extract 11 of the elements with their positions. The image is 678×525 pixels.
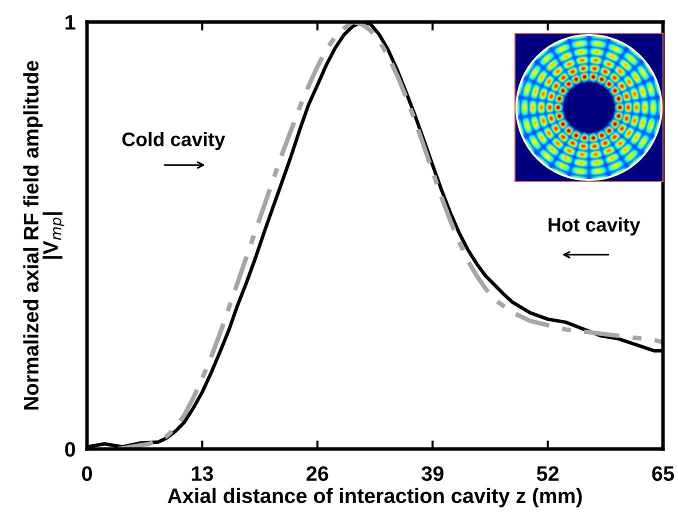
x-axis-title: Axial distance of interaction cavity z (mm)	[168, 488, 582, 508]
x-tick-label: 13	[192, 466, 214, 481]
x-tick-label: 0	[82, 466, 92, 481]
annotation: Cold cavity	[122, 132, 226, 150]
x-tick-label: 26	[306, 466, 328, 481]
y-axis-title: Normalized axial RF field amplitude |V$_{mp}$|	[23, 60, 64, 410]
x-tick-label: 39	[421, 466, 444, 481]
x-tick-label: 65	[652, 466, 674, 481]
x-tick-label: 52	[536, 466, 559, 481]
y-tick-label: 1	[66, 15, 76, 30]
annotation: Hot cavity	[548, 217, 640, 236]
